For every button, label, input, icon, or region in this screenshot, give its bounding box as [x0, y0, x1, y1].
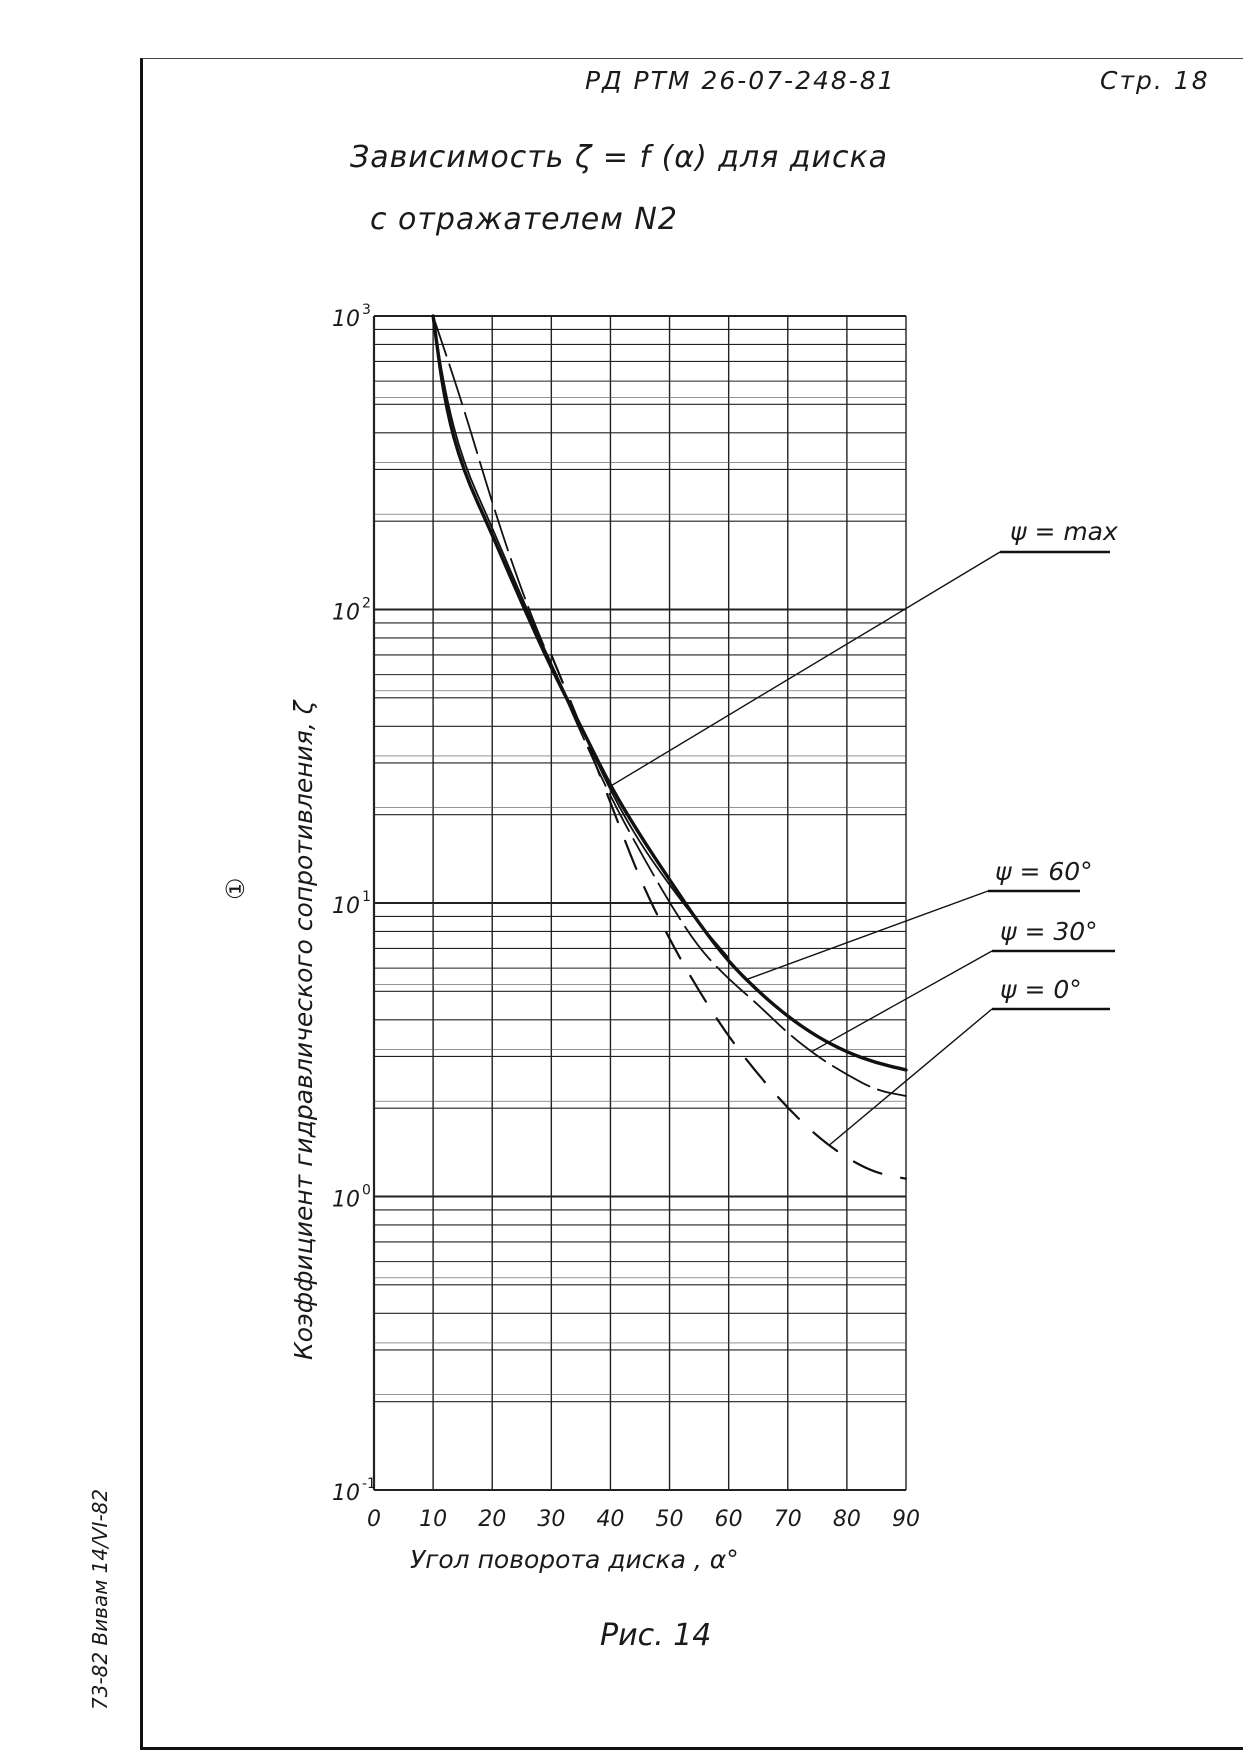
chart-series [431, 314, 908, 1180]
label-psi-max: ψ = max [1010, 517, 1118, 546]
page-frame [140, 58, 1243, 1750]
x-tick-label: 20 [478, 1507, 506, 1532]
leader-line [828, 1008, 993, 1146]
page-number: Стр. 18 [1100, 66, 1210, 95]
series-line-3 [550, 653, 908, 1180]
side-note: 73-82 Вивам 14/VI-82 [88, 1488, 112, 1710]
x-tick-label: 70 [774, 1507, 802, 1532]
label-psi-0: ψ = 0° [1000, 975, 1082, 1004]
leader-line [811, 950, 993, 1053]
leader-line [610, 551, 1001, 787]
y-tick-exponent: 2 [362, 596, 371, 612]
x-tick-label: 40 [596, 1507, 624, 1532]
x-tick-label: 60 [715, 1507, 743, 1532]
doc-code: РД РТМ 26-07-248-81 [585, 66, 896, 95]
chart-title-line1: Зависимость ζ = f (α) для диска [350, 140, 889, 175]
y-axis-label: Коэффициент гидравлического сопротивлени… [289, 699, 318, 1360]
y-tick-label: 10 [332, 1188, 360, 1213]
y-tick-label: 10 [332, 894, 360, 919]
y-axis-marker: ① [221, 878, 250, 900]
chart-title-line2: с отражателем N2 [370, 202, 678, 237]
x-tick-label: 0 [367, 1507, 381, 1532]
x-axis-label: Угол поворота диска , α° [410, 1545, 739, 1574]
series-line-2 [432, 315, 907, 1097]
series-line-0 [431, 314, 908, 1072]
y-tick-label: 10 [332, 1481, 360, 1506]
x-tick-label: 50 [656, 1507, 684, 1532]
x-tick-label: 30 [537, 1507, 565, 1532]
label-psi-30: ψ = 30° [1000, 917, 1098, 946]
series-line-1 [432, 315, 730, 959]
y-tick-exponent: 1 [362, 889, 371, 905]
y-tick-label: 10 [332, 307, 360, 332]
chart-leaders [610, 550, 1115, 1146]
figure-caption: Рис. 14 [600, 1618, 712, 1653]
y-tick-exponent: 3 [362, 302, 371, 318]
y-tick-exponent: 0 [362, 1183, 371, 1199]
y-tick-exponent: -1 [362, 1476, 376, 1492]
x-tick-label: 10 [419, 1507, 447, 1532]
leader-line [746, 890, 989, 981]
y-tick-label: 10 [332, 601, 360, 626]
x-tick-label: 80 [833, 1507, 861, 1532]
label-psi-60: ψ = 60° [995, 857, 1093, 886]
x-tick-label: 90 [892, 1507, 920, 1532]
